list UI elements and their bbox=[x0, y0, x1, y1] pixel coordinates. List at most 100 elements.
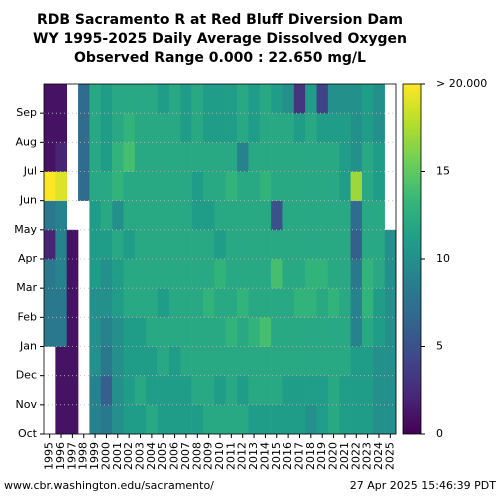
heat-cell bbox=[55, 317, 68, 347]
heat-cell bbox=[100, 229, 113, 260]
heat-cell bbox=[214, 84, 226, 114]
heat-cell bbox=[66, 375, 79, 406]
heat-cell bbox=[271, 404, 283, 435]
heat-cell bbox=[271, 229, 283, 260]
heat-cell bbox=[180, 317, 192, 347]
heat-cell bbox=[123, 113, 136, 143]
heat-cell bbox=[293, 259, 306, 289]
heat-cell bbox=[361, 346, 374, 376]
heat-cell bbox=[180, 346, 192, 376]
heat-cell bbox=[350, 259, 363, 289]
heat-cell bbox=[214, 317, 226, 347]
heat-cell bbox=[305, 113, 317, 143]
heat-cell bbox=[305, 317, 317, 347]
heat-cell bbox=[237, 317, 249, 347]
heat-cell bbox=[146, 200, 158, 231]
heat-cell bbox=[327, 288, 340, 318]
heat-cell bbox=[339, 317, 351, 347]
x-tick-label: 2005 bbox=[156, 442, 169, 470]
heat-cell bbox=[384, 346, 397, 376]
heat-cell bbox=[327, 317, 340, 347]
heat-cell bbox=[168, 288, 181, 318]
heat-cell bbox=[123, 229, 136, 260]
heat-cell bbox=[112, 259, 124, 289]
heat-cell bbox=[55, 142, 68, 172]
heat-cell bbox=[350, 404, 363, 435]
heat-cell bbox=[202, 259, 215, 289]
heat-cell bbox=[157, 259, 170, 289]
heat-cell bbox=[248, 229, 261, 260]
x-tick-label: 1996 bbox=[54, 442, 67, 470]
heat-cell bbox=[78, 142, 90, 172]
heat-cell bbox=[202, 171, 215, 201]
heat-cell bbox=[225, 84, 238, 114]
x-tick-label: 2017 bbox=[292, 442, 305, 470]
heat-cell bbox=[123, 317, 136, 347]
heat-cell bbox=[259, 375, 272, 406]
heat-cell bbox=[271, 171, 283, 201]
heat-cell bbox=[248, 171, 261, 201]
heat-cell bbox=[350, 288, 363, 318]
y-tick-label: Feb bbox=[18, 310, 37, 323]
heat-cell bbox=[157, 84, 170, 114]
heat-cell bbox=[259, 229, 272, 260]
heat-cell bbox=[214, 346, 226, 376]
heat-cell bbox=[361, 229, 374, 260]
heat-cell bbox=[271, 259, 283, 289]
heat-cell bbox=[282, 288, 295, 318]
heat-cell bbox=[373, 200, 385, 231]
heat-cell bbox=[134, 259, 147, 289]
heat-cell bbox=[123, 171, 136, 201]
heat-cell bbox=[146, 142, 158, 172]
heat-cell bbox=[202, 142, 215, 172]
heat-cell bbox=[350, 229, 363, 260]
heat-cell bbox=[44, 259, 56, 289]
heat-cell bbox=[293, 142, 306, 172]
heat-cell bbox=[293, 113, 306, 143]
y-tick-label: Jun bbox=[19, 194, 37, 207]
heat-cell bbox=[180, 375, 192, 406]
heat-cell bbox=[180, 404, 192, 435]
heat-cell bbox=[305, 346, 317, 376]
x-tick-label: 2011 bbox=[224, 442, 237, 470]
heat-cell bbox=[180, 259, 192, 289]
y-tick-label: Nov bbox=[16, 398, 38, 411]
heat-cell bbox=[305, 200, 317, 231]
heat-cell bbox=[293, 229, 306, 260]
heat-cell bbox=[237, 375, 249, 406]
heat-cell bbox=[237, 171, 249, 201]
heat-cell bbox=[214, 200, 226, 231]
colorbar-tick-label: 5 bbox=[436, 340, 443, 353]
heat-cell bbox=[282, 200, 295, 231]
heat-cell bbox=[282, 113, 295, 143]
heat-cell bbox=[361, 317, 374, 347]
heat-cell bbox=[316, 375, 329, 406]
heat-cell bbox=[180, 288, 192, 318]
heat-cell bbox=[112, 84, 124, 114]
heat-cell bbox=[180, 84, 192, 114]
x-tick-label: 1995 bbox=[43, 442, 56, 470]
heat-cell bbox=[100, 346, 113, 376]
colorbar bbox=[402, 83, 422, 435]
heat-cell bbox=[237, 288, 249, 318]
x-tick-label: 2023 bbox=[361, 442, 374, 470]
heat-cell bbox=[55, 346, 68, 376]
heat-cell bbox=[112, 288, 124, 318]
heat-cell bbox=[112, 171, 124, 201]
heat-cell bbox=[157, 171, 170, 201]
heat-cell bbox=[237, 404, 249, 435]
heat-cell bbox=[202, 375, 215, 406]
heat-cell bbox=[271, 288, 283, 318]
heat-cell bbox=[55, 404, 68, 435]
heat-cell bbox=[66, 229, 79, 260]
heat-cell bbox=[112, 317, 124, 347]
heat-cell bbox=[202, 288, 215, 318]
chart-subtitle: WY 1995-2025 Daily Average Dissolved Oxy… bbox=[33, 31, 407, 47]
heat-cell bbox=[214, 171, 226, 201]
heat-cell bbox=[384, 229, 397, 260]
x-tick-label: 1999 bbox=[88, 442, 101, 470]
x-tick-label: 2010 bbox=[213, 442, 226, 470]
heat-cell bbox=[100, 288, 113, 318]
heat-cell bbox=[237, 142, 249, 172]
x-tick-label: 2024 bbox=[372, 442, 385, 470]
